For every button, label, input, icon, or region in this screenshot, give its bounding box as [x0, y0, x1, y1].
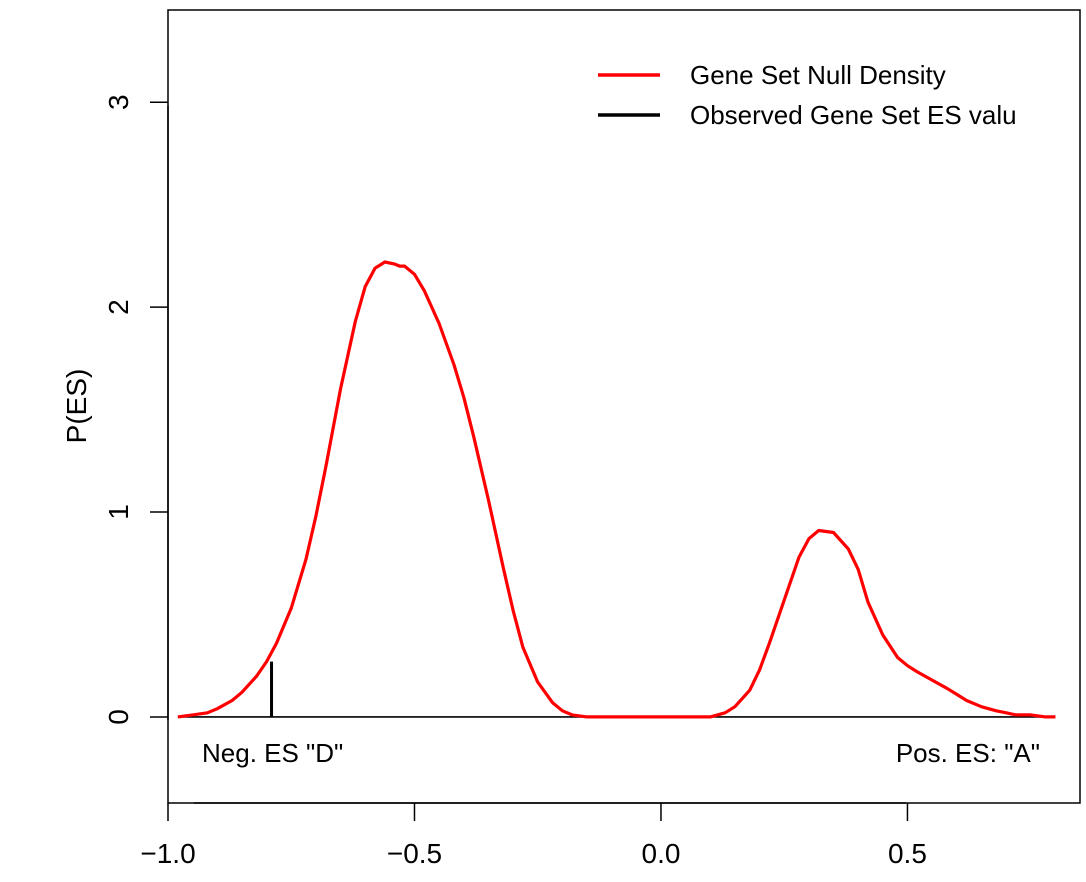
y-tick-label: 3 [103, 94, 134, 110]
y-tick-label: 1 [103, 504, 134, 520]
x-tick-label: −1.0 [140, 838, 195, 869]
legend-label-observed-es: Observed Gene Set ES valu [690, 100, 1017, 130]
x-tick-label: 0.0 [642, 838, 681, 869]
x-tick-label: −0.5 [387, 838, 442, 869]
x-tick-label: 0.5 [888, 838, 927, 869]
annotation-pos-es: Pos. ES: "A" [896, 738, 1040, 768]
y-tick-label: 2 [103, 299, 134, 315]
annotation-neg-es: Neg. ES "D" [202, 738, 343, 768]
y-axis-title: P(ES) [61, 369, 92, 444]
legend: Gene Set Null Density Observed Gene Set … [598, 60, 1017, 130]
null-density-curve [177, 260, 1056, 719]
legend-label-null-density: Gene Set Null Density [690, 60, 946, 90]
y-tick-label: 0 [103, 709, 134, 725]
